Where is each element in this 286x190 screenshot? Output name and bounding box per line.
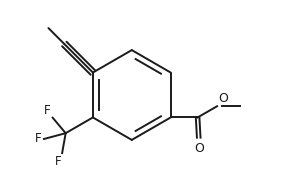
Text: F: F [44,104,50,117]
Text: O: O [218,92,228,105]
Text: O: O [194,142,204,155]
Text: F: F [54,155,61,168]
Text: F: F [35,132,42,146]
